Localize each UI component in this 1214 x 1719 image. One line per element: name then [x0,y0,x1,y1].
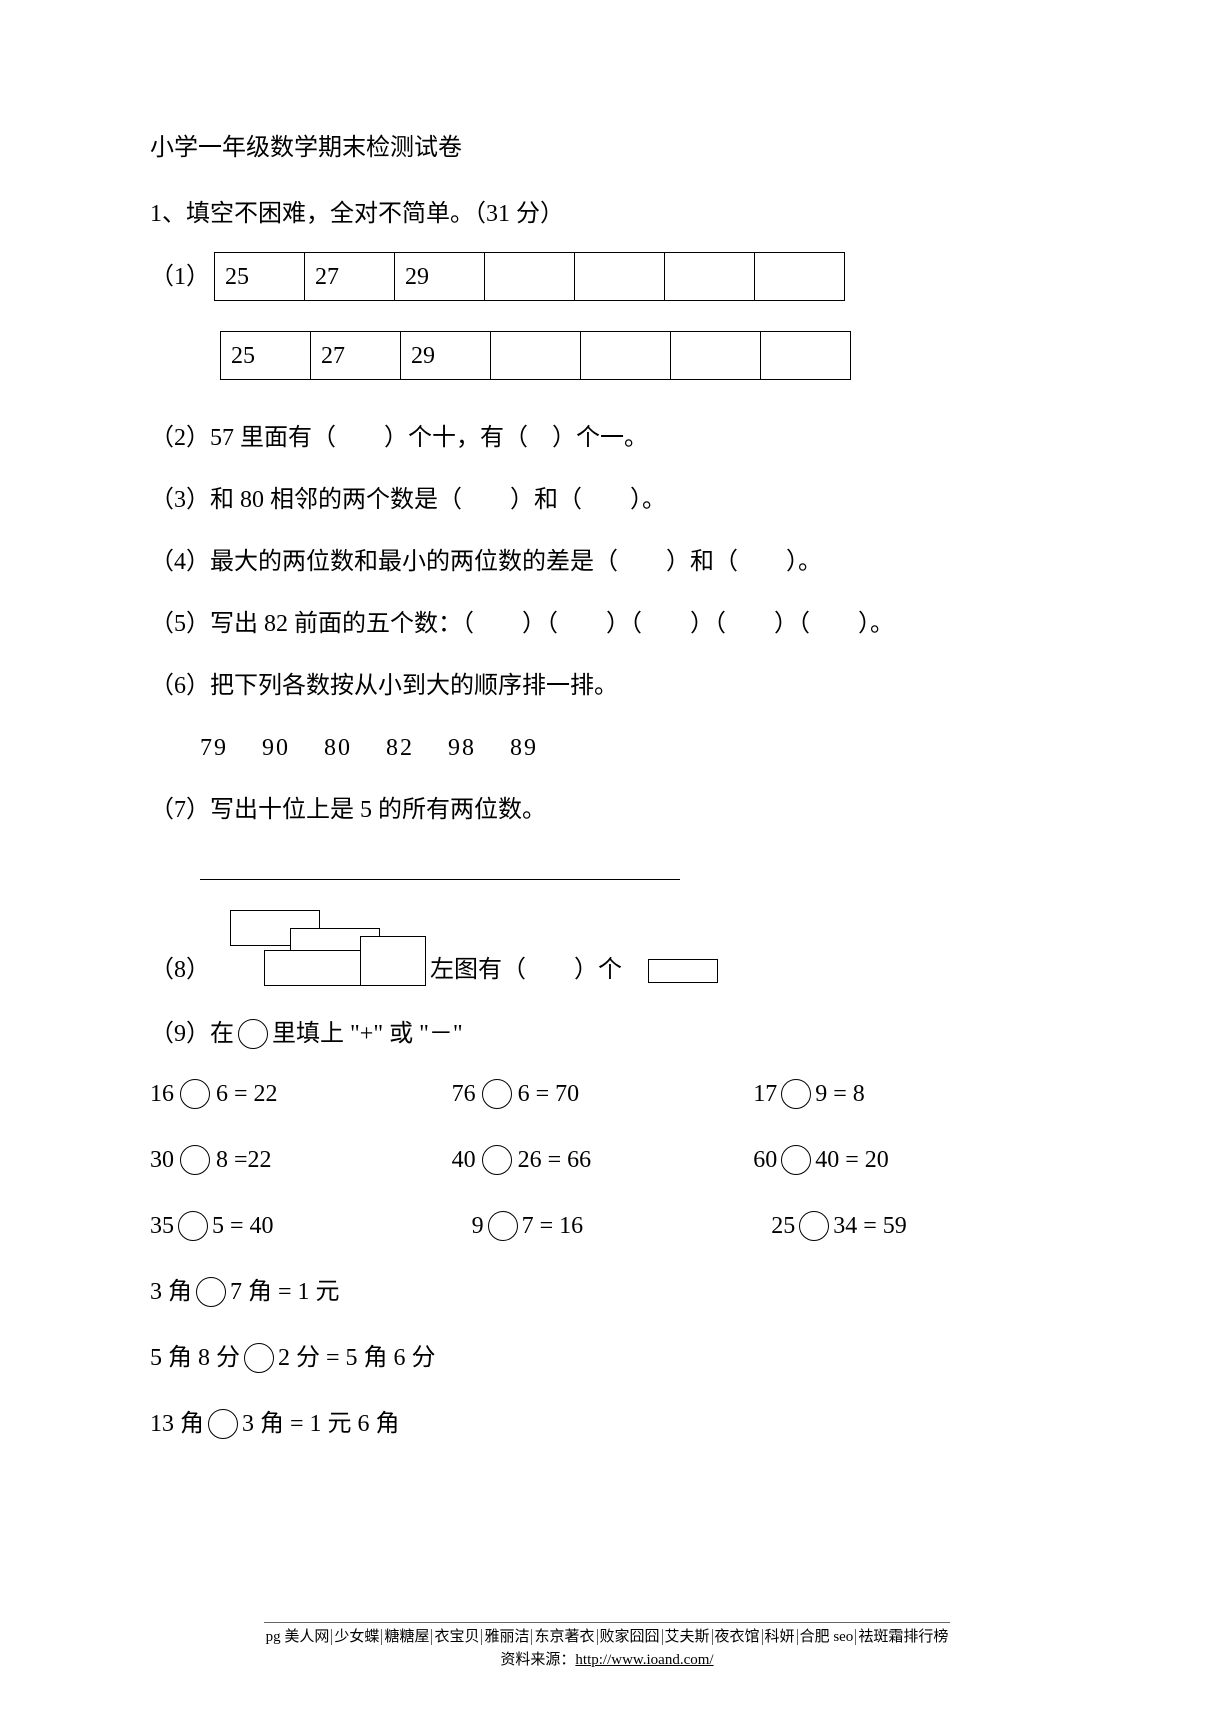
q8-label: （8） [150,952,210,990]
q8-answer-box [648,959,718,983]
blank-circle-icon [781,1079,811,1109]
cell [491,332,581,380]
equation: 5 角 8 分 2 分 = 5 角 6 分 [150,1340,1064,1376]
footer-link[interactable]: 败家囧囧 [598,1629,663,1645]
blank-circle-icon [196,1277,226,1307]
q6-numbers: 79 90 80 82 98 89 [200,730,1064,766]
cell [761,332,851,380]
equation: 17 9 = 8 [753,1076,1055,1112]
footer-source-link[interactable]: http://www.ioand.com/ [575,1652,713,1668]
q6-text: （6）把下列各数按从小到大的顺序排一排。 [150,668,1064,704]
q8-figure [220,910,430,990]
cell [671,332,761,380]
footer-link[interactable]: 科妍 [763,1629,798,1645]
footer-link[interactable]: 夜衣馆 [713,1629,763,1645]
cell [581,332,671,380]
q7-answer-line [200,854,680,880]
footer-link[interactable]: 少女蝶 [332,1629,382,1645]
cell: 27 [311,332,401,380]
footer-link[interactable]: 艾夫斯 [663,1629,713,1645]
q4: （4）最大的两位数和最小的两位数的差是（ ）和（ ）。 [150,544,1064,580]
footer-link[interactable]: 东京著衣 [532,1629,597,1645]
blank-circle-icon [178,1211,208,1241]
equations-grid: 16 6 = 2276 6 = 7017 9 = 8 30 8 =2240 26 … [150,1076,1064,1274]
q5: （5）写出 82 前面的五个数：（ ）（ ）（ ）（ ）（ ）。 [150,606,1064,642]
instruction: 1、填空不困难，全对不简单。（31 分） [150,196,1064,232]
blank-circle-icon [482,1145,512,1175]
equation: 16 6 = 22 [150,1076,452,1112]
cell: 27 [305,253,395,301]
q2: （2）57 里面有（ ）个十，有（ ）个一。 [150,420,1064,456]
footer-link[interactable]: 衣宝贝 [432,1629,482,1645]
blank-circle-icon [799,1211,829,1241]
q3: （3）和 80 相邻的两个数是（ ）和（ ）。 [150,482,1064,518]
footer-link[interactable]: pg 美人网 [264,1629,333,1645]
footer-link[interactable]: 祛斑霜排行榜 [856,1629,950,1645]
equation: 30 8 =22 [150,1142,452,1178]
cell: 25 [215,253,305,301]
cell: 29 [401,332,491,380]
cell [575,253,665,301]
q8-text: 左图有（ ）个 [430,957,622,983]
q9-after: 里填上 "+" 或 "－" [272,1016,463,1052]
footer-source-label: 资料来源： [500,1652,575,1668]
blank-circle-icon [781,1145,811,1175]
q9-before: （9）在 [150,1016,234,1052]
equation: 40 26 = 66 [452,1142,754,1178]
blank-circle-icon [488,1211,518,1241]
page-title: 小学一年级数学期末检测试卷 [150,130,1064,166]
equation: 76 6 = 70 [452,1076,754,1112]
q1-table-1: 25 27 29 [214,252,845,301]
equation: 13 角 3 角 = 1 元 6 角 [150,1406,1064,1442]
blank-circle-icon [238,1019,268,1049]
equation: 9 7 = 16 [452,1208,754,1244]
cell [755,253,845,301]
footer-link[interactable]: 雅丽洁 [482,1629,532,1645]
equation: 60 40 = 20 [753,1142,1055,1178]
overlap-rect [360,936,426,986]
page-footer: pg 美人网少女蝶糖糖屋衣宝贝雅丽洁东京著衣败家囧囧艾夫斯夜衣馆科妍合肥 seo… [0,1622,1214,1669]
cell: 29 [395,253,485,301]
q1-label: （1） [150,259,210,295]
footer-link[interactable]: 糖糖屋 [382,1629,432,1645]
cell [665,253,755,301]
equation: 25 34 = 59 [753,1208,1055,1244]
cell [485,253,575,301]
blank-circle-icon [180,1145,210,1175]
blank-circle-icon [244,1343,274,1373]
blank-circle-icon [482,1079,512,1109]
cell: 25 [221,332,311,380]
q1-table-2: 25 27 29 [220,331,851,380]
blank-circle-icon [208,1409,238,1439]
q7: （7）写出十位上是 5 的所有两位数。 [150,792,1064,828]
equation: 3 角7 角 = 1 元 [150,1274,1064,1310]
equation: 35 5 = 40 [150,1208,452,1244]
footer-link[interactable]: 合肥 seo [798,1629,857,1645]
equations-long: 3 角7 角 = 1 元 5 角 8 分 2 分 = 5 角 6 分 13 角 3 … [150,1274,1064,1442]
blank-circle-icon [180,1079,210,1109]
